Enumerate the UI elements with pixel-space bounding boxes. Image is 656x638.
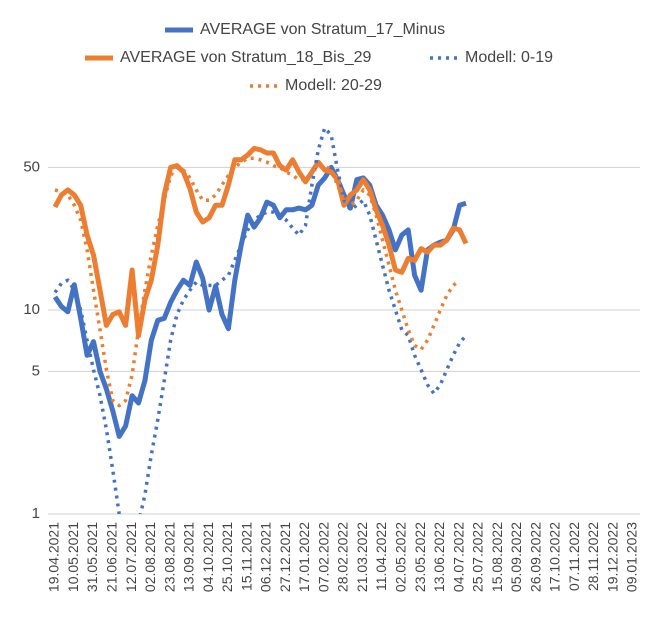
x-tick-label: 12.07.2021 (123, 522, 139, 592)
legend-label: Modell: 20-29 (285, 77, 382, 94)
x-tick-label: 25.10.2021 (219, 522, 235, 592)
legend-label: AVERAGE von Stratum_17_Minus (200, 21, 445, 38)
x-tick-label: 13.09.2021 (181, 522, 197, 592)
x-tick-label: 02.08.2021 (142, 522, 158, 592)
x-tick-label: 23.08.2021 (161, 522, 177, 592)
x-tick-label: 27.12.2021 (277, 522, 293, 592)
series-line (53, 126, 468, 514)
x-tick-label: 21.03.2022 (354, 522, 370, 592)
y-tick-label: 1 (32, 505, 40, 522)
x-tick-label: 10.05.2021 (65, 522, 81, 592)
x-tick-label: 26.09.2022 (527, 522, 543, 592)
x-tick-label: 25.07.2022 (470, 522, 486, 592)
x-tick-label: 17.10.2022 (547, 522, 563, 592)
x-tick-label: 11.04.2022 (373, 522, 389, 591)
legend-label: AVERAGE von Stratum_18_Bis_29 (120, 49, 371, 66)
x-tick-label: 31.05.2021 (84, 522, 100, 592)
x-tick-label: 28.02.2022 (335, 522, 351, 592)
x-tick-label: 23.05.2022 (412, 522, 428, 592)
series-line (52, 164, 467, 439)
x-tick-label: 28.11.2022 (585, 522, 601, 591)
x-tick-label: 04.10.2021 (200, 522, 216, 592)
x-tick-label: 07.11.2022 (566, 522, 582, 591)
plot-area (52, 126, 469, 514)
y-tick-label: 10 (23, 301, 40, 318)
x-tick-label: 15.08.2022 (489, 522, 505, 592)
x-tick-label: 06.12.2021 (258, 522, 274, 592)
x-tick-label: 19.04.2021 (46, 522, 62, 592)
x-tick-label: 07.02.2022 (315, 522, 331, 592)
x-tick-label: 09.01.2023 (624, 522, 640, 592)
x-tick-label: 21.06.2021 (104, 522, 120, 592)
x-tick-label: 13.06.2022 (431, 522, 447, 592)
x-tick-label: 19.12.2022 (604, 522, 620, 592)
series-line (52, 145, 469, 338)
y-tick-label: 50 (23, 158, 40, 175)
x-tick-label: 02.05.2022 (393, 522, 409, 592)
y-tick-label: 5 (32, 362, 40, 379)
x-tick-label: 17.01.2022 (296, 522, 312, 592)
x-tick-label: 05.09.2022 (508, 522, 524, 592)
legend-label: Modell: 0-19 (465, 49, 553, 66)
series-line (54, 156, 461, 408)
x-tick-label: 04.07.2022 (450, 522, 466, 592)
x-tick-label: 15.11.2021 (238, 522, 254, 591)
